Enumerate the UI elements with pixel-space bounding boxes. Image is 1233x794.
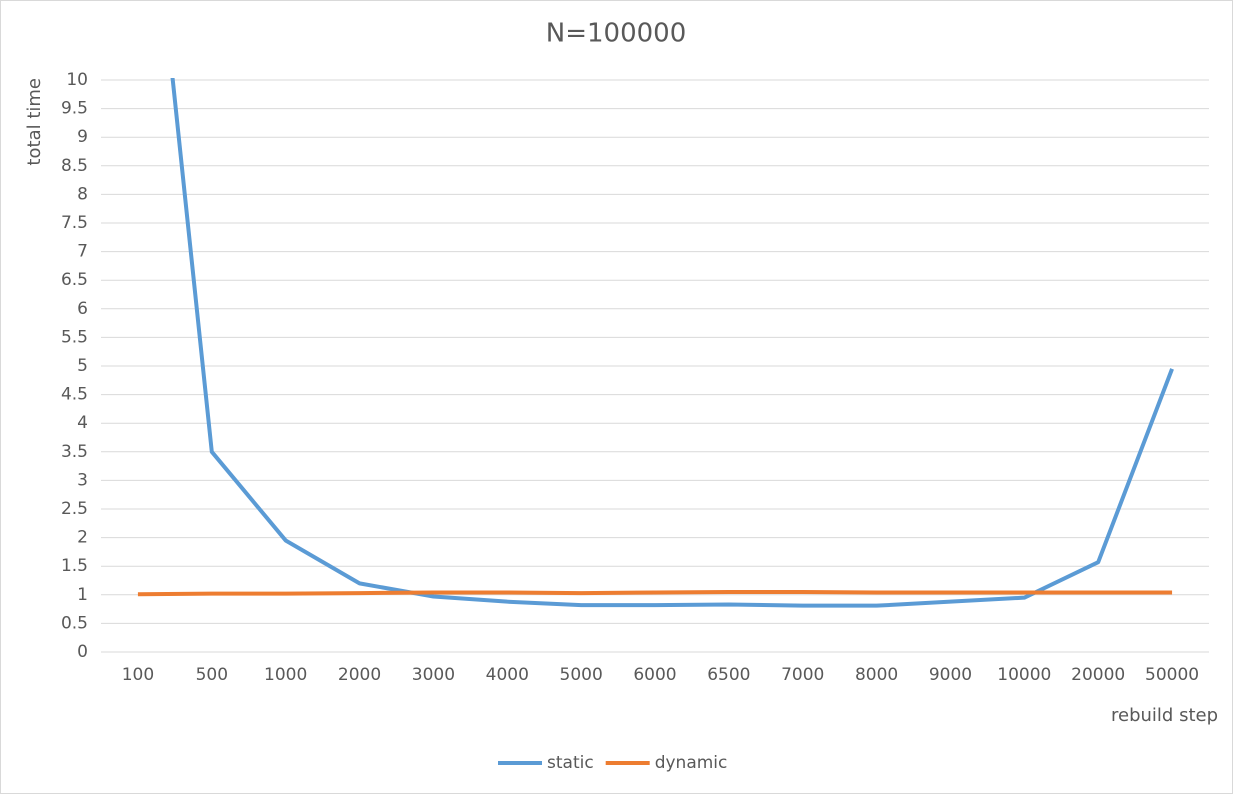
x-tick-label: 1000 <box>264 665 307 685</box>
y-tick-label: 2 <box>77 528 88 548</box>
x-tick-label: 6500 <box>707 665 750 685</box>
y-tick-label: 10 <box>66 70 88 90</box>
y-tick-label: 6.5 <box>61 270 88 290</box>
y-tick-label: 4 <box>77 413 88 433</box>
line-series <box>170 78 1174 608</box>
y-tick-label: 5 <box>77 356 88 376</box>
x-axis-label: rebuild step <box>1111 705 1218 726</box>
x-tick-label: 20000 <box>1071 665 1125 685</box>
y-tick-label: 3 <box>77 470 88 490</box>
x-tick-label: 8000 <box>855 665 898 685</box>
y-tick-label: 9.5 <box>61 99 88 119</box>
y-tick-label: 5.5 <box>61 327 88 347</box>
y-tick-label: 1.5 <box>61 556 88 576</box>
chart-title: N=100000 <box>546 19 687 49</box>
legend-label: dynamic <box>655 753 728 773</box>
x-tick-label: 100 <box>122 665 154 685</box>
y-tick-label: 0 <box>77 642 88 662</box>
y-tick-label: 3.5 <box>61 442 88 462</box>
y-tick-label: 2.5 <box>61 499 88 519</box>
y-tick-label: 7 <box>77 242 88 262</box>
y-tick-label: 8.5 <box>61 156 88 176</box>
x-tick-label: 50000 <box>1145 665 1199 685</box>
x-tick-label: 2000 <box>338 665 381 685</box>
x-tick-label: 4000 <box>486 665 529 685</box>
y-tick-label: 1 <box>77 585 88 605</box>
x-tick-label: 500 <box>196 665 228 685</box>
plot-area <box>137 78 1174 608</box>
y-tick-label: 4.5 <box>61 385 88 405</box>
x-tick-label: 10000 <box>997 665 1051 685</box>
x-tick-label: 5000 <box>560 665 603 685</box>
y-tick-label: 6 <box>77 299 88 319</box>
legend-label: static <box>547 753 594 773</box>
y-tick-label: 8 <box>77 184 88 204</box>
y-tick-label: 7.5 <box>61 213 88 233</box>
x-tick-label: 3000 <box>412 665 455 685</box>
x-tick-label: 6000 <box>633 665 676 685</box>
x-tick-label: 9000 <box>929 665 972 685</box>
y-tick-label: 0.5 <box>61 613 88 633</box>
y-axis-label: total time <box>24 78 45 166</box>
y-tick-label: 9 <box>77 127 88 147</box>
x-tick-label: 7000 <box>781 665 824 685</box>
line-series <box>137 589 1173 597</box>
